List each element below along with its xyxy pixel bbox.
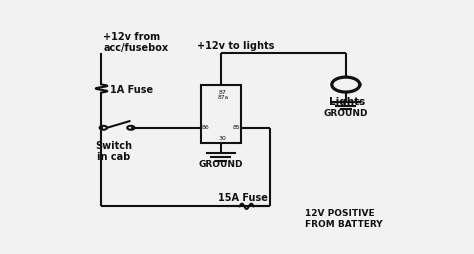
Text: +12v to lights: +12v to lights [197, 41, 274, 51]
Text: GROUND: GROUND [199, 160, 243, 168]
Text: 86: 86 [201, 125, 210, 130]
Text: 12V POSITIVE
FROM BATTERY: 12V POSITIVE FROM BATTERY [305, 209, 383, 228]
Text: Switch
in cab: Switch in cab [95, 140, 132, 162]
Text: 15A Fuse: 15A Fuse [218, 193, 268, 203]
Text: 30: 30 [219, 136, 227, 140]
FancyBboxPatch shape [201, 85, 241, 144]
Text: 85: 85 [232, 125, 240, 130]
Text: 1A Fuse: 1A Fuse [109, 84, 153, 94]
Text: Lights: Lights [329, 96, 366, 106]
Text: +12v from
acc/fusebox: +12v from acc/fusebox [103, 31, 168, 53]
Text: 87a: 87a [217, 95, 228, 100]
Text: 87: 87 [219, 89, 227, 94]
Text: GROUND: GROUND [324, 108, 368, 117]
